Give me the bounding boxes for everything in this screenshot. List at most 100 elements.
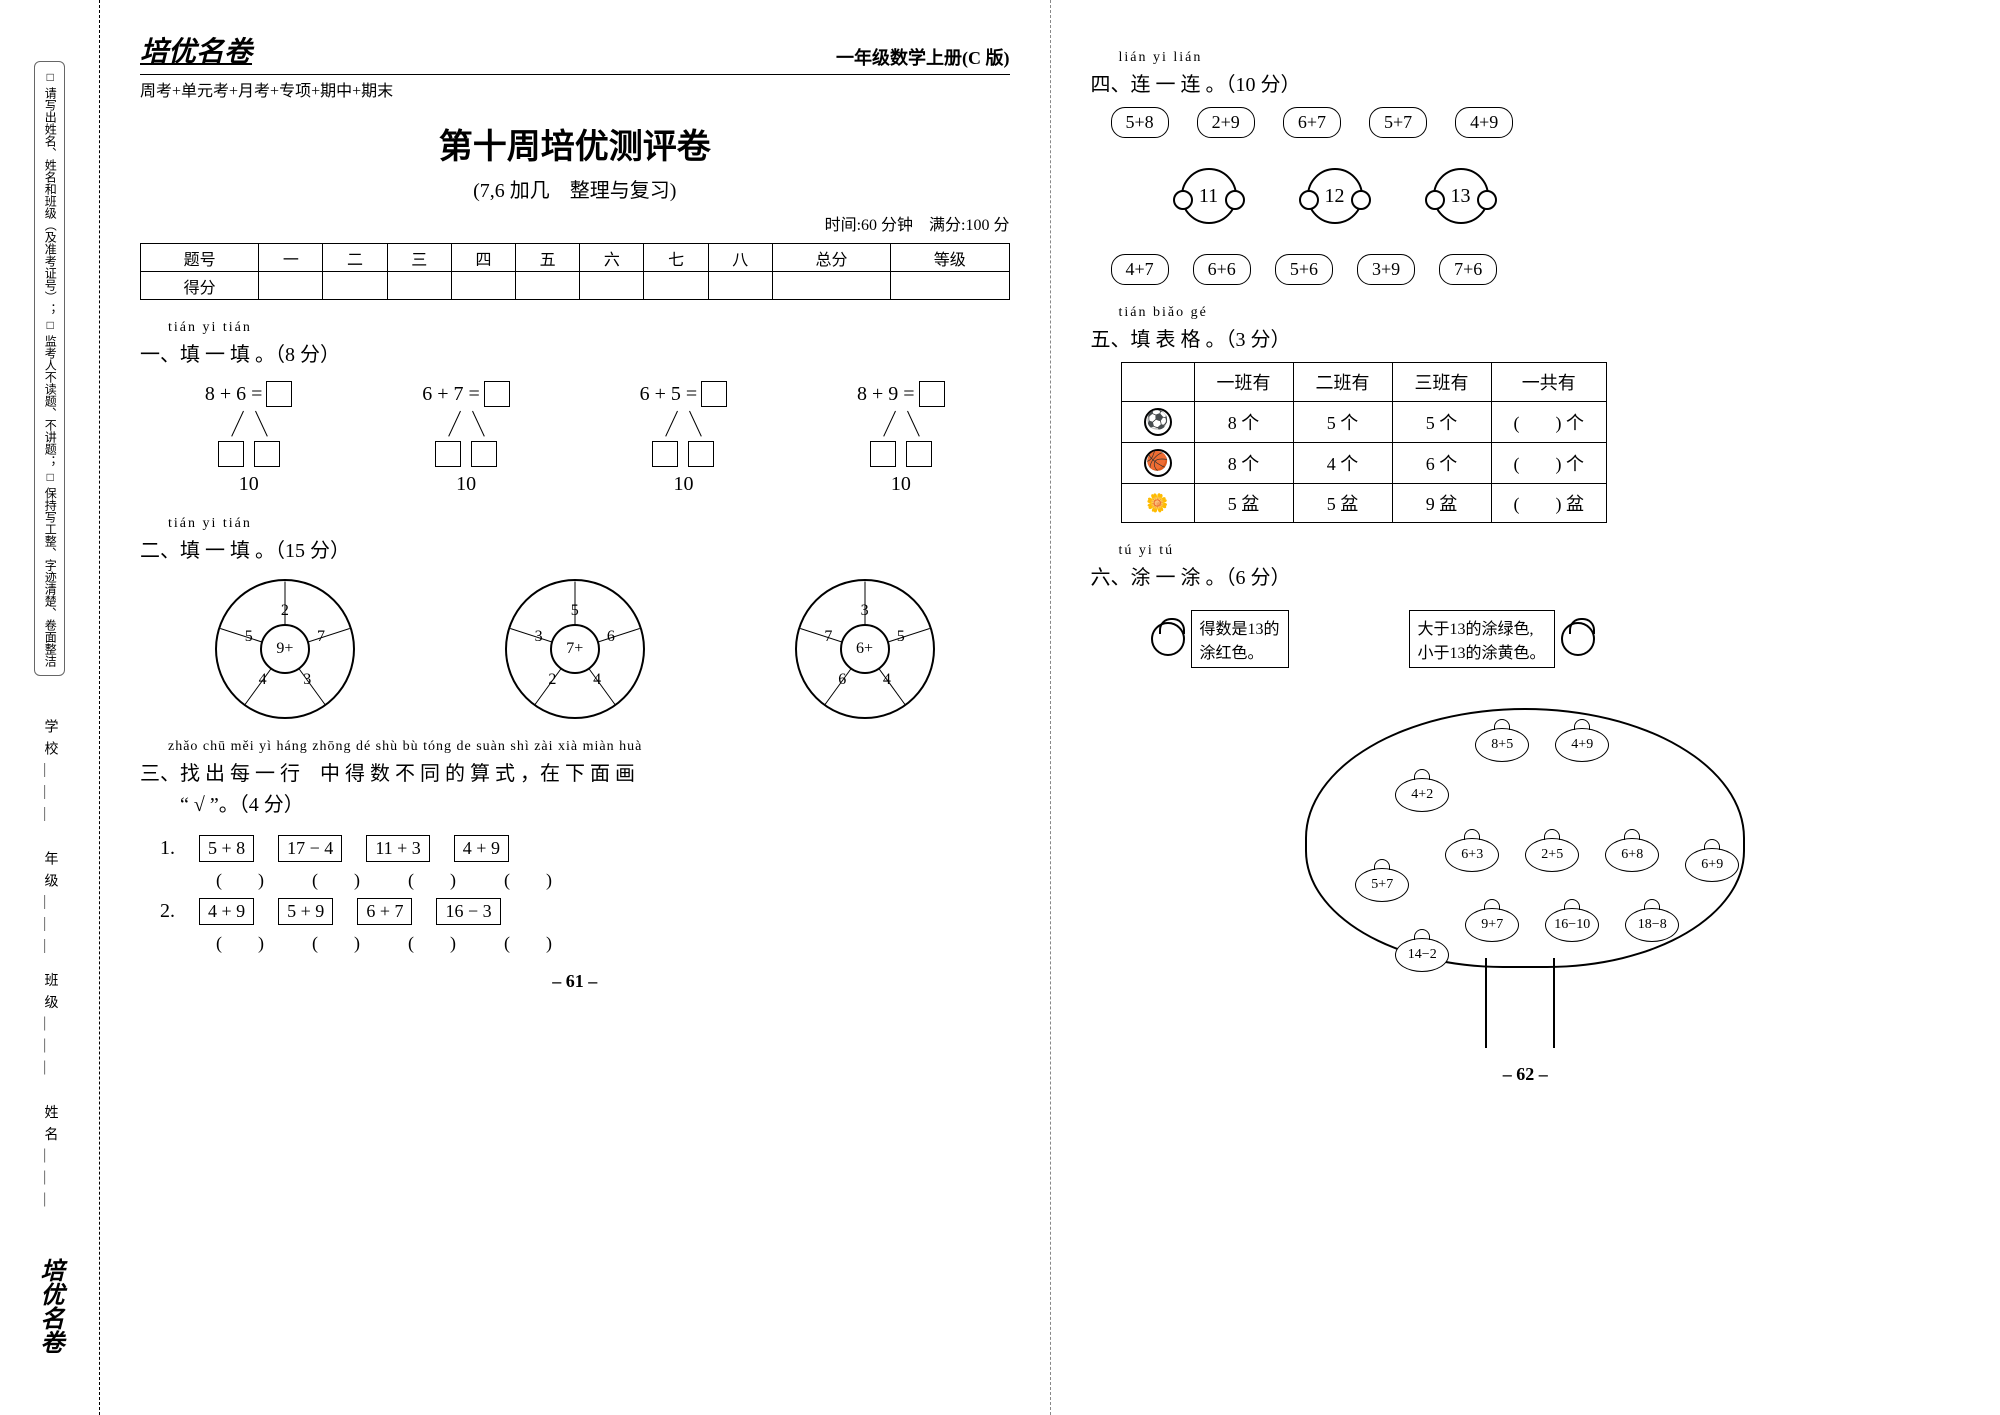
apple-tree: 8+5 4+9 4+2 6+3 2+5 6+8 6+9 5+7 9+7 16−10 18−8 14−2 (1265, 688, 1785, 1048)
wheel-inner-num: 5 (238, 628, 260, 646)
answer-paren[interactable]: ( ) (300, 866, 372, 892)
wheel-inner-num: 2 (541, 671, 563, 689)
answer-paren[interactable]: ( ) (300, 929, 372, 955)
q3-paren-row: ( ) ( ) ( ) ( ) (160, 866, 1010, 892)
answer-paren[interactable]: ( ) (492, 866, 564, 892)
answer-box[interactable] (652, 441, 678, 467)
apple[interactable]: 16−10 (1545, 908, 1599, 942)
answer-paren[interactable]: ( ) (204, 929, 276, 955)
q3-expr-box: 17 − 4 (278, 835, 342, 862)
wheel-center: 6+ (840, 624, 890, 674)
answer-box[interactable] (701, 381, 727, 407)
score-blank-cell[interactable] (323, 272, 387, 300)
q5-cell[interactable]: ( ) 盆 (1491, 484, 1607, 523)
q4-bubble[interactable]: 4+7 (1111, 254, 1169, 285)
q4-bubble[interactable]: 2+9 (1197, 107, 1255, 138)
score-blank-cell[interactable] (708, 272, 772, 300)
speech-box-1: 得数是13的 涂红色。 (1191, 610, 1289, 668)
q4-bubble[interactable]: 7+6 (1439, 254, 1497, 285)
q4-bubble[interactable]: 6+7 (1283, 107, 1341, 138)
flowerpot-icon: 🌼 (1146, 493, 1168, 513)
q4-bubble[interactable]: 3+9 (1357, 254, 1415, 285)
q4-flower[interactable]: 12 (1307, 168, 1363, 224)
wheel-inner-num: 3 (296, 671, 318, 689)
answer-box[interactable] (906, 441, 932, 467)
side-logo: 培优名卷 (32, 1258, 67, 1354)
answer-box[interactable] (218, 441, 244, 467)
header-subtitle: 周考+单元考+月考+专项+期中+期末 (140, 77, 1010, 101)
score-header-cell: 六 (580, 244, 644, 272)
apple[interactable]: 4+9 (1555, 728, 1609, 762)
q5-header (1121, 363, 1194, 402)
score-blank-cell[interactable] (891, 272, 1009, 300)
q5-title: 五、填 表 格 。（3 分） (1091, 323, 1961, 352)
q4-bubble[interactable]: 4+9 (1455, 107, 1513, 138)
girl-face-icon (1151, 622, 1185, 656)
apple[interactable]: 18−8 (1625, 908, 1679, 942)
row-number: 1. (160, 837, 175, 860)
apple[interactable]: 14−2 (1395, 938, 1449, 972)
binding-margin: □ 请写出姓名、姓名和班级（及准考证号）； □ 监考人不读题、不讲题； □ 保持… (0, 0, 100, 1415)
answer-paren[interactable]: ( ) (396, 929, 468, 955)
q5-cell[interactable]: ( ) 个 (1491, 443, 1607, 484)
speech-box-2: 大于13的涂绿色, 小于13的涂黄色。 (1409, 610, 1555, 668)
answer-box[interactable] (484, 381, 510, 407)
apple[interactable]: 8+5 (1475, 728, 1529, 762)
score-blank-cell[interactable] (772, 272, 890, 300)
q5-cell[interactable]: ( ) 个 (1491, 402, 1607, 443)
score-header-cell: 五 (516, 244, 580, 272)
apple[interactable]: 9+7 (1465, 908, 1519, 942)
apple[interactable]: 2+5 (1525, 838, 1579, 872)
q5-icon-cell: 🌼 (1121, 484, 1194, 523)
q4-flower[interactable]: 11 (1181, 168, 1237, 224)
answer-box[interactable] (266, 381, 292, 407)
number-wheel: 7+56423 (505, 579, 645, 719)
score-header-cell: 二 (323, 244, 387, 272)
wheel-inner-num: 5 (564, 602, 586, 620)
apple[interactable]: 4+2 (1395, 778, 1449, 812)
basketball-icon: 🏀 (1144, 449, 1172, 477)
tree-trunk (1485, 958, 1555, 1048)
answer-box[interactable] (919, 381, 945, 407)
score-blank-cell[interactable] (387, 272, 451, 300)
apple[interactable]: 6+3 (1445, 838, 1499, 872)
q5-header: 二班有 (1293, 363, 1392, 402)
score-blank-cell[interactable] (644, 272, 708, 300)
q5-cell: 5 盆 (1194, 484, 1293, 523)
wheel-inner-num: 4 (252, 671, 274, 689)
answer-box[interactable] (435, 441, 461, 467)
apple[interactable]: 5+7 (1355, 868, 1409, 902)
answer-paren[interactable]: ( ) (204, 866, 276, 892)
score-blank-cell[interactable] (259, 272, 323, 300)
decomp-pair (870, 441, 932, 467)
q3-row: 2.4 + 95 + 96 + 716 − 3 (160, 898, 1010, 925)
answer-box[interactable] (870, 441, 896, 467)
q5-cell: 5 个 (1392, 402, 1491, 443)
q4-bubble[interactable]: 5+6 (1275, 254, 1333, 285)
answer-paren[interactable]: ( ) (492, 929, 564, 955)
q3-expr-box: 6 + 7 (357, 898, 412, 925)
wheel-center: 7+ (550, 624, 600, 674)
apple[interactable]: 6+9 (1685, 848, 1739, 882)
answer-box[interactable] (688, 441, 714, 467)
q4-bubble[interactable]: 5+7 (1369, 107, 1427, 138)
q4-flower[interactable]: 13 (1433, 168, 1489, 224)
q4-pinyin: lián yi lián (1119, 50, 1961, 66)
answer-box[interactable] (471, 441, 497, 467)
score-blank-cell[interactable] (516, 272, 580, 300)
answer-box[interactable] (254, 441, 280, 467)
score-blank-cell[interactable] (451, 272, 515, 300)
q1-expression: 6 + 7 = (422, 381, 510, 407)
q5-header: 一班有 (1194, 363, 1293, 402)
decomp-item: 6 + 7 = 10 (422, 381, 510, 496)
wheel-inner-num: 7 (310, 628, 332, 646)
q3-paren-row: ( ) ( ) ( ) ( ) (160, 929, 1010, 955)
apple[interactable]: 6+8 (1605, 838, 1659, 872)
q3-expr-box: 4 + 9 (199, 898, 254, 925)
q4-bubble[interactable]: 5+8 (1111, 107, 1169, 138)
q5-cell: 4 个 (1293, 443, 1392, 484)
q4-bubble[interactable]: 6+6 (1193, 254, 1251, 285)
branch-lines (653, 411, 713, 441)
score-blank-cell[interactable] (580, 272, 644, 300)
answer-paren[interactable]: ( ) (396, 866, 468, 892)
